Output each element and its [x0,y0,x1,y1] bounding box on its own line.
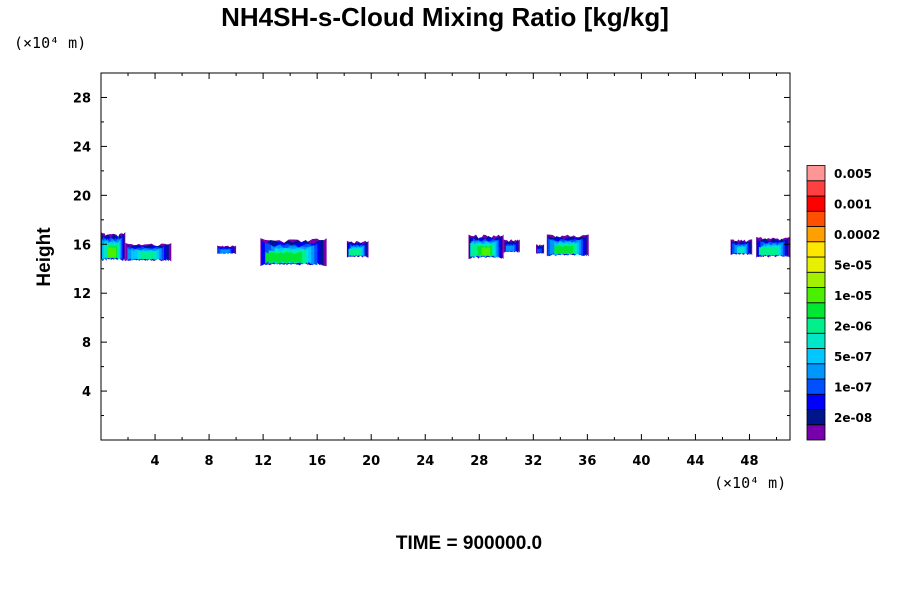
colorbar-swatch [806,271,826,288]
cloud-contour-level [265,251,302,264]
colorbar-label: 1e-05 [834,289,872,303]
colorbar-label: 0.001 [834,198,872,212]
chart-title: NH4SH-s-Cloud Mixing Ratio [kg/kg] [221,2,669,32]
cloud-patch [346,240,369,258]
y-axis: 4 8 12 16 20 24 28 [73,91,790,417]
cloud-contour-level [142,251,155,260]
colorbar-swatch [806,363,826,380]
colorbar-swatch [806,210,826,227]
y-tick-label: 16 [73,238,91,253]
colorbar-swatch [806,241,826,258]
colorbar-swatch [806,378,826,395]
x-tick-label: 8 [205,454,214,469]
colorbar-label: 2e-06 [834,320,872,334]
colorbar-swatch [806,287,826,304]
colorbar-swatch [806,332,826,349]
x-axis-unit: (×10⁴ m) [714,474,786,492]
cloud-patch [546,234,589,257]
x-tick-label: 36 [578,454,596,469]
cloud-patch [125,243,172,262]
cloud-patch [536,244,545,255]
cloud-contour-level [348,248,361,256]
colorbar-swatch [806,409,826,426]
x-tick-label: 44 [686,454,704,469]
colorbar-label: 0.0002 [834,228,880,242]
colorbar-label: 1e-07 [834,381,872,395]
colorbar: 2e-08 1e-07 5e-07 2e-06 1e-05 5e-05 0.0002 0.00… [806,165,880,441]
cloud-patch [503,239,520,253]
colorbar-swatch [806,256,826,273]
cloud-contour-level [554,245,574,255]
cloud-contour-level [108,246,117,259]
x-tick-label: 4 [151,454,160,469]
x-tick-label: 20 [362,454,380,469]
y-tick-label: 20 [73,189,91,204]
cloud-contour-level [505,245,515,252]
colorbar-swatch [806,226,826,243]
cloud-contour-level [537,248,542,254]
plot-frame [100,72,791,441]
y-tick-label: 28 [73,91,91,106]
y-tick-label: 24 [73,140,91,155]
colorbar-swatch [806,180,826,197]
cloud-contour-level [220,249,230,254]
x-tick-label: 32 [524,454,542,469]
cloud-contour-level [481,246,491,257]
x-axis: 4 8 12 16 20 24 28 32 36 40 44 48 [127,73,777,469]
x-tick-label: 48 [740,454,758,469]
time-footer: TIME = 900000.0 [396,533,542,554]
colorbar-label: 5e-05 [834,259,872,273]
x-tick-label: 28 [470,454,488,469]
colorbar-swatch [806,195,826,212]
colorbar-swatch [806,393,826,410]
y-tick-label: 8 [82,336,91,351]
cloud-patch [756,236,790,258]
cloud-patch [468,234,504,259]
y-axis-unit: (×10⁴ m) [14,34,86,52]
y-tick-label: 4 [82,385,91,400]
cloud-patch [260,238,327,267]
cloud-patch [217,245,237,255]
y-axis-label: Height [34,227,55,287]
colorbar-swatch [806,165,826,182]
colorbar-label: 0.005 [834,167,872,181]
colorbar-swatch [806,302,826,319]
x-tick-label: 24 [416,454,434,469]
x-tick-label: 16 [308,454,326,469]
colorbar-swatch [806,348,826,365]
cloud-contours [101,232,790,267]
cloud-contour-level [758,246,778,256]
x-tick-label: 12 [254,454,272,469]
colorbar-label: 5e-07 [834,350,872,364]
x-tick-label: 40 [632,454,650,469]
colorbar-swatch [806,424,826,441]
y-tick-label: 12 [73,287,91,302]
cloud-patch [101,232,126,262]
colorbar-swatch [806,317,826,334]
colorbar-label: 2e-08 [834,411,872,425]
cloud-patch [730,239,753,256]
cloud-contour-level [737,246,745,254]
